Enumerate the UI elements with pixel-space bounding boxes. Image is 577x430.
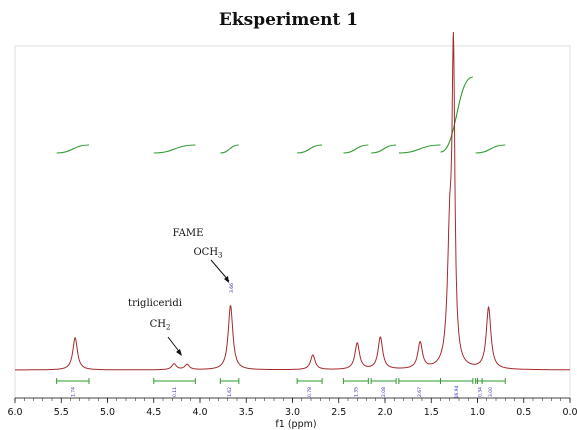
x-tick-label: 6.0 — [7, 407, 22, 418]
integral-value: 2.08 — [381, 387, 387, 397]
integral-value: 1.62 — [227, 387, 233, 397]
integral-bars: 1.74 0.11 1.62 0.78 1.35 2.08 2.67 16.94 3.00 0.3… — [56, 378, 506, 398]
integral-curve — [398, 144, 441, 154]
x-tick-label: 3.5 — [239, 407, 254, 418]
annotation-trigliceridi-label: trigliceridi — [128, 298, 182, 309]
integral-curve — [297, 144, 323, 154]
integral-value: 1.35 — [353, 387, 359, 397]
x-tick-label: 1.5 — [424, 407, 439, 418]
x-tick-label: 2.0 — [377, 407, 392, 418]
x-tick-label: 5.0 — [100, 407, 115, 418]
integral-curve — [343, 144, 369, 154]
x-tick-label: 0.0 — [562, 407, 577, 418]
integral-value: 2.67 — [417, 387, 423, 397]
integral-value: 3.00 — [488, 387, 494, 397]
chart-title: Eksperiment 1 — [218, 10, 359, 30]
annotation-trigliceridi-arrowhead — [176, 349, 182, 356]
integral-value: 16.94 — [454, 385, 460, 398]
integral-value: 0.34 — [477, 387, 483, 397]
x-tick-label: 4.5 — [146, 407, 161, 418]
spectrum-line — [15, 31, 570, 371]
integral-curve — [153, 144, 196, 154]
integral-curve — [440, 76, 474, 153]
integral-value: 0.11 — [172, 387, 178, 397]
x-axis-ticks: 6.0 5.5 5.0 4.5 4.0 3.5 3.0 2.5 2.0 1.5 1.0 0.5 0.0 — [7, 398, 577, 418]
integral-curve — [371, 144, 397, 154]
x-tick-label: 1.0 — [470, 407, 485, 418]
x-tick-label: 2.5 — [331, 407, 346, 418]
annotation-fame-label: FAME — [173, 228, 204, 239]
x-axis-label: f1 (ppm) — [275, 419, 316, 430]
x-tick-label: 3.0 — [285, 407, 300, 418]
x-tick-label: 5.5 — [54, 407, 69, 418]
peak-value-label: 3.66 — [229, 283, 235, 293]
annotation-ch2-label: CH2 — [150, 319, 171, 332]
integral-curve — [475, 144, 506, 154]
integral-curve — [56, 144, 90, 154]
integral-value: 1.74 — [70, 387, 76, 397]
integral-value: 0.78 — [307, 387, 313, 397]
plot-frame — [14, 45, 571, 399]
x-tick-label: 4.0 — [192, 407, 207, 418]
integral-curve — [220, 144, 239, 154]
annotation-fame-arrowhead — [224, 276, 229, 283]
x-tick-label: 0.5 — [516, 407, 531, 418]
annotation-och3-label: OCH3 — [193, 247, 222, 260]
integral-curves — [56, 76, 506, 154]
